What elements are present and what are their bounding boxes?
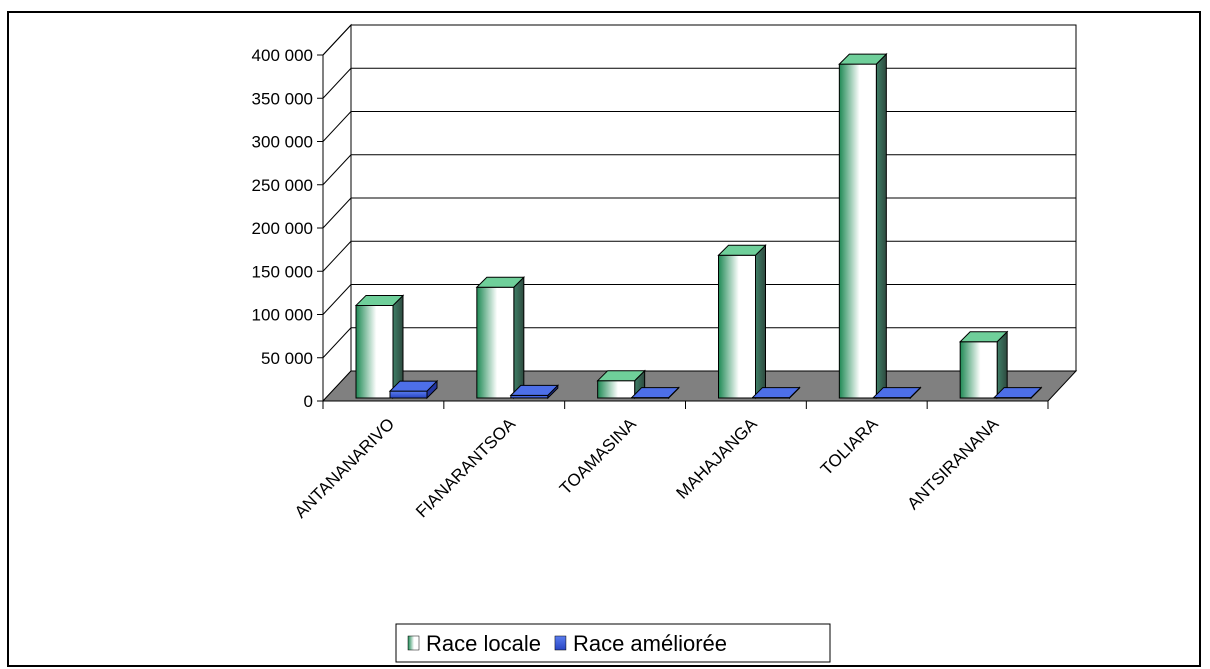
bar-top bbox=[388, 380, 439, 392]
bar-race-locale bbox=[475, 276, 526, 400]
gridline-side bbox=[322, 154, 352, 186]
gridline-side bbox=[322, 327, 352, 359]
bar-front bbox=[718, 254, 756, 399]
bar-top bbox=[751, 387, 801, 399]
bar-race-amelioree bbox=[388, 379, 439, 400]
bar-race-locale bbox=[958, 330, 1009, 400]
bar-top bbox=[992, 387, 1043, 399]
gridline-side bbox=[322, 111, 352, 142]
bar-top bbox=[838, 53, 888, 65]
bar-top bbox=[630, 387, 680, 399]
y-tick-label: 0 bbox=[304, 392, 313, 411]
bar-side bbox=[513, 276, 525, 400]
y-tick-label: 50 000 bbox=[261, 349, 313, 368]
y-tick-label: 200 000 bbox=[252, 219, 313, 238]
y-tick-label: 350 000 bbox=[252, 89, 313, 108]
gridline-side bbox=[322, 284, 352, 315]
bar-top bbox=[596, 370, 646, 382]
bar-top bbox=[958, 331, 1009, 343]
y-axis: 0 50 000 100 000 150 000 200 000 250 000 300 0… bbox=[252, 46, 324, 411]
legend-label: Race locale bbox=[426, 631, 541, 656]
bar-race-amelioree bbox=[992, 386, 1043, 400]
legend-swatch bbox=[554, 635, 567, 651]
bar-race-locale bbox=[838, 52, 888, 400]
bar-front bbox=[959, 341, 998, 399]
gridline-side bbox=[322, 197, 352, 229]
gridline-side bbox=[322, 240, 352, 272]
bar-top bbox=[509, 384, 560, 396]
bar-race-amelioree bbox=[509, 384, 560, 400]
bar-race-amelioree bbox=[751, 386, 801, 400]
bar-side bbox=[875, 52, 887, 400]
y-tick-label: 150 000 bbox=[252, 262, 313, 281]
chart-border bbox=[7, 11, 1201, 667]
bar-front bbox=[476, 286, 515, 399]
gridlines bbox=[322, 24, 1076, 359]
bar-race-amelioree bbox=[872, 386, 922, 400]
legend-swatch bbox=[407, 635, 420, 651]
gridline-side bbox=[322, 24, 352, 56]
bar-race-amelioree bbox=[630, 386, 680, 400]
y-tick-label: 300 000 bbox=[252, 133, 313, 152]
legend-box bbox=[395, 623, 831, 663]
bar-top bbox=[475, 276, 526, 288]
y-tick-label: 250 000 bbox=[252, 176, 313, 195]
bar-race-locale bbox=[596, 369, 646, 400]
y-tick-label: 100 000 bbox=[252, 306, 313, 325]
bar-top bbox=[717, 244, 767, 256]
bars bbox=[354, 52, 1043, 400]
legend: Race locale Race améliorée bbox=[395, 623, 831, 663]
bar-front bbox=[838, 63, 877, 399]
legend-label: Race améliorée bbox=[573, 631, 727, 656]
gridline-side bbox=[322, 67, 352, 99]
bar-top bbox=[872, 387, 922, 399]
bar-top bbox=[354, 294, 405, 306]
bar-race-locale bbox=[354, 294, 405, 400]
bar-side bbox=[755, 244, 766, 400]
x-axis bbox=[322, 400, 1049, 409]
bar-front bbox=[355, 304, 394, 399]
bar-front bbox=[389, 390, 428, 399]
bar-race-locale bbox=[717, 244, 767, 400]
bar-front bbox=[597, 380, 636, 399]
y-tick-label: 400 000 bbox=[252, 46, 313, 65]
